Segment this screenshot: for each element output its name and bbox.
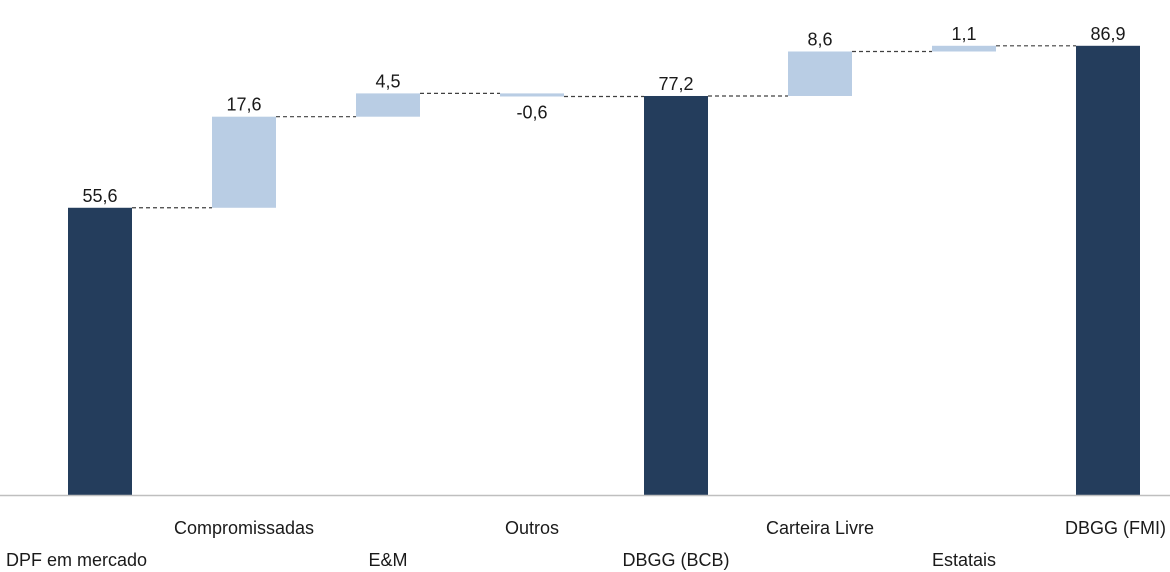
category-label-1: Compromissadas (174, 518, 314, 538)
category-label-2: E&M (368, 550, 407, 570)
value-label-4: 77,2 (658, 74, 693, 94)
value-label-6: 1,1 (951, 24, 976, 44)
bar-total-4 (644, 95, 708, 496)
category-labels: DPF em mercado Compromissadas E&M Outros DBG… (6, 518, 1166, 570)
bar-total-0 (68, 207, 132, 496)
connector-lines (132, 45, 1076, 209)
bar-delta-3 (500, 93, 564, 97)
bars (68, 45, 1140, 496)
value-label-5: 8,6 (807, 29, 832, 49)
bar-total-7 (1076, 45, 1140, 496)
category-label-0: DPF em mercado (6, 550, 147, 570)
bar-delta-6 (932, 45, 996, 52)
value-label-7: 86,9 (1090, 24, 1125, 44)
value-label-1: 17,6 (226, 95, 261, 115)
value-label-3: -0,6 (516, 103, 547, 123)
category-label-4: DBGG (BCB) (622, 550, 729, 570)
value-label-2: 4,5 (375, 71, 400, 91)
value-labels: 55,6 17,6 4,5 -0,6 77,2 8,6 1,1 86,9 (82, 24, 1125, 206)
category-label-3: Outros (505, 518, 559, 538)
category-label-6: Estatais (932, 550, 996, 570)
category-label-7: DBGG (FMI) (1065, 518, 1166, 538)
category-label-5: Carteira Livre (766, 518, 874, 538)
bar-delta-5 (788, 51, 852, 96)
value-label-0: 55,6 (82, 186, 117, 206)
bar-delta-2 (356, 93, 420, 117)
bar-delta-1 (212, 116, 276, 208)
